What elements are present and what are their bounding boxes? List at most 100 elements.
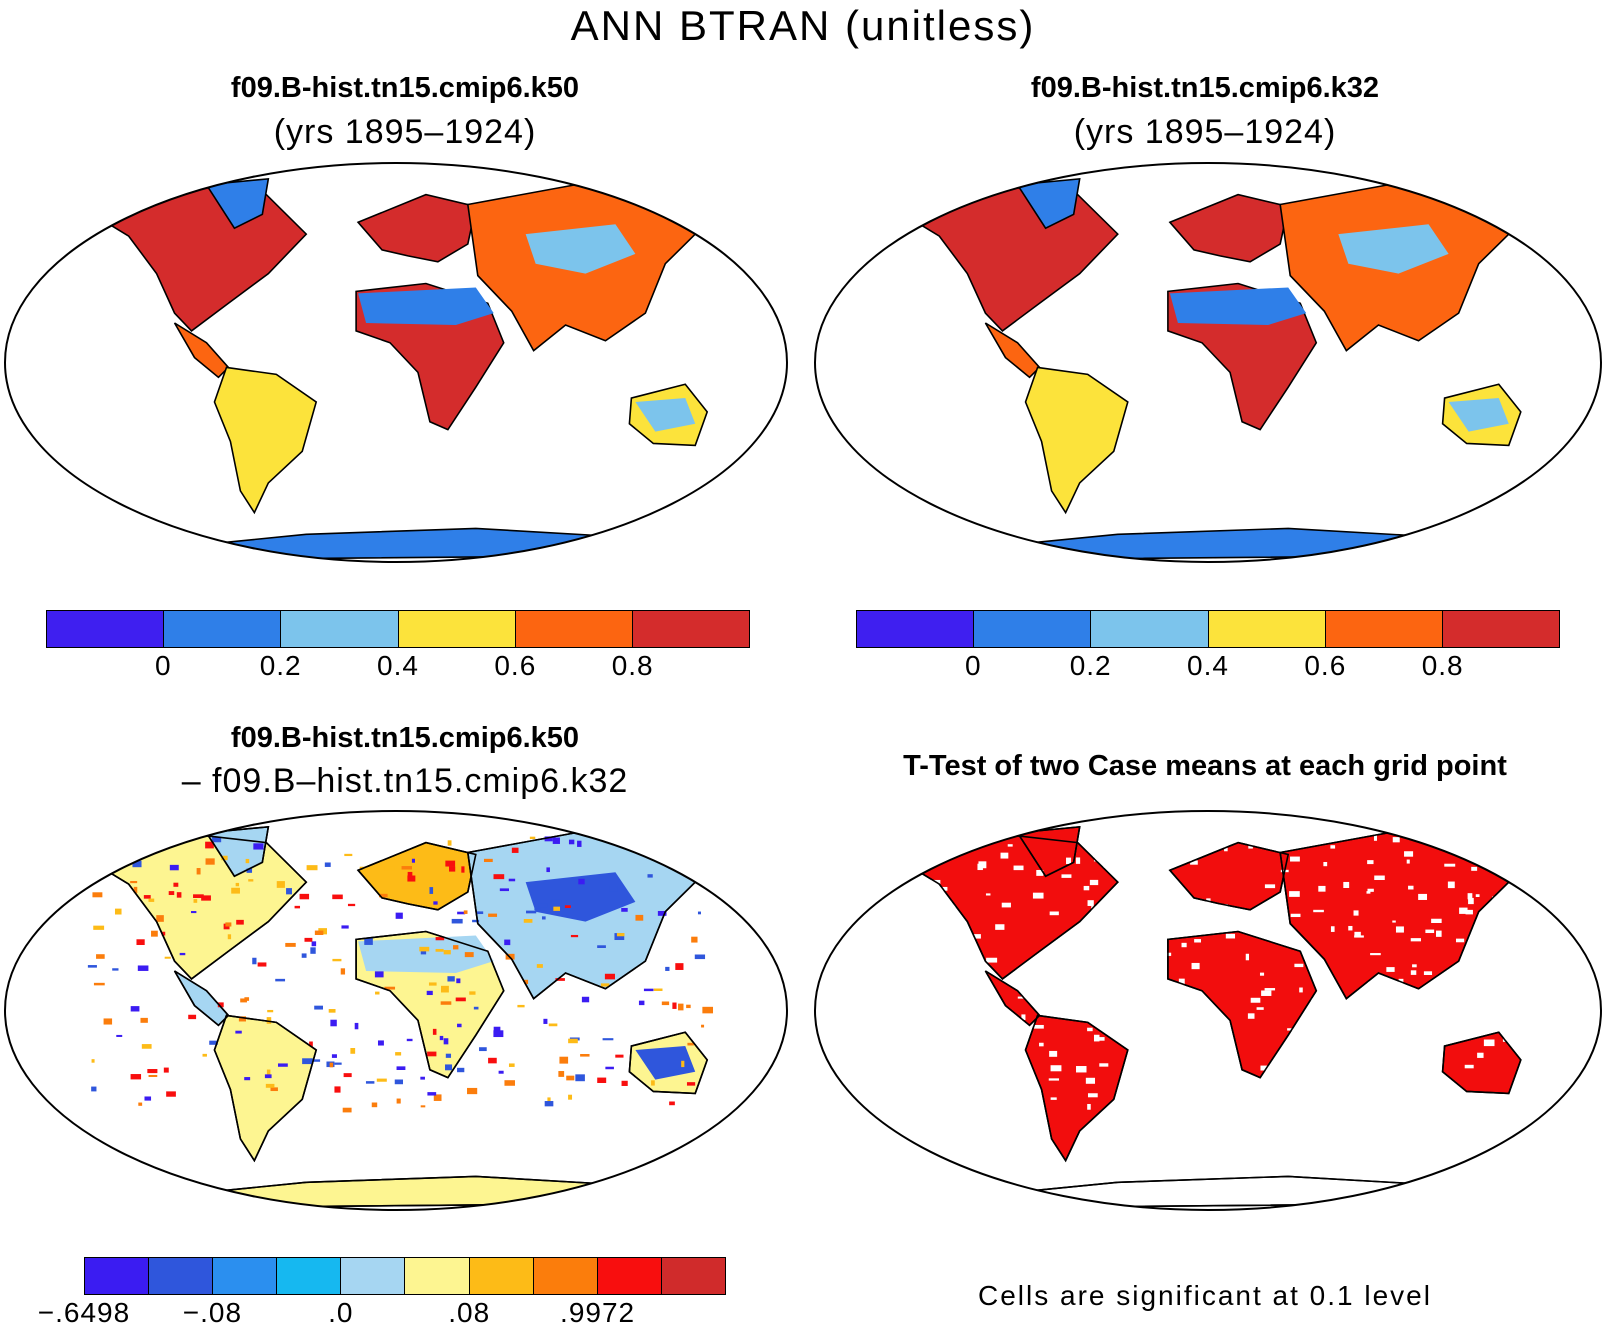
grid-cell [493,874,505,880]
grid-cell [920,1068,926,1071]
colorbar-swatch [213,1258,278,1294]
grid-cell [1093,858,1105,862]
grid-cell [1264,884,1276,889]
grid-cell [427,1092,437,1096]
region-overlay [358,287,494,325]
grid-cell [1373,835,1378,841]
grid-cell [276,881,285,888]
grid-cell [1471,866,1478,871]
grid-cell [1269,931,1274,937]
colorbar-tick-label: .9972 [560,1297,636,1328]
grid-cell [499,888,509,892]
grid-cell [205,841,214,849]
colorbar-tick-label: 0 [155,650,172,681]
grid-cell [1414,1016,1425,1020]
grid-cell [314,1005,323,1010]
colorbar-tick-label: 0.4 [377,650,419,681]
grid-cell [985,893,991,896]
grid-cell [1190,860,1198,865]
grid-cell [529,836,536,840]
grid-cell [1366,1006,1370,1013]
grid-cell [1097,948,1108,956]
grid-cell [193,899,198,903]
grid-cell [1083,981,1093,987]
grid-cell [1500,966,1510,972]
continent-na [74,833,308,980]
grid-cell [995,924,1005,930]
grid-cell [376,1078,387,1082]
grid-cell [217,1002,224,1008]
grid-cell [1050,1065,1062,1072]
grid-cell [691,936,698,943]
grid-cell [941,838,952,843]
grid-cell [91,1086,97,1092]
grid-cell [578,878,585,885]
grid-cell [1004,1063,1012,1067]
grid-cell [1313,909,1324,913]
map-k32 [814,162,1602,563]
panel-k50-subtitle: (yrs 1895–1924) [273,113,537,151]
continent-na [74,185,308,332]
grid-cell [1001,902,1011,908]
grid-cell [1343,881,1350,889]
grid-cell [244,1077,251,1081]
grid-cell [1324,1100,1333,1107]
colorbar-swatch [398,611,516,647]
grid-cell [302,1058,313,1065]
grid-cell [1515,997,1524,1004]
colorbar-diff [84,1257,726,1295]
grid-cell [1036,869,1044,876]
grid-cell [1151,918,1163,921]
grid-cell [428,982,437,986]
grid-cell [136,939,145,946]
grid-cell [508,1063,515,1067]
grid-cell [551,899,562,904]
grid-cell [1500,897,1510,900]
grid-cell [277,1063,288,1067]
continent-an [945,527,1510,561]
grid-cell [173,882,179,887]
ttest-title: T-Test of two Case means at each grid po… [903,750,1507,782]
grid-cell [1075,857,1081,864]
grid-cell [1357,1005,1363,1010]
grid-cell [1402,1057,1407,1063]
grid-cell [1321,1051,1328,1056]
grid-cell [1367,981,1373,987]
grid-cell [143,895,151,899]
grid-cell [132,860,142,868]
grid-cell [1092,852,1097,858]
continent-sa [1024,366,1129,515]
grid-cell [1440,1090,1445,1094]
continent-eu [356,193,477,263]
grid-cell [1148,1025,1157,1028]
grid-cell [1444,863,1456,867]
grid-cell [176,839,183,843]
grid-cell [445,1064,453,1071]
grid-cell [1192,928,1200,934]
grid-cell [469,991,476,995]
grid-cell [1510,918,1521,921]
grid-cell [445,860,456,867]
region-overlay [1169,287,1307,325]
grid-cell [240,998,247,1003]
grid-cell [1403,1038,1410,1045]
grid-cell [1465,909,1473,915]
region-overlay [1448,398,1509,432]
grid-cell [447,840,452,846]
grid-cell [1261,990,1272,996]
grid-cell [1180,909,1185,915]
grid-cell [406,1038,413,1042]
grid-cell [904,938,913,946]
colorbar-swatch [281,611,399,647]
grid-cell [257,962,267,967]
grid-cell [526,910,537,914]
grid-cell [1028,970,1040,974]
grid-cell [1001,1023,1012,1027]
grid-cell [1075,940,1085,945]
grid-cell [1455,938,1465,943]
grid-cell [1252,925,1258,932]
grid-cell [1431,918,1442,923]
grid-cell [440,1001,452,1005]
grid-cell [943,992,953,998]
grid-cell [1032,892,1044,899]
